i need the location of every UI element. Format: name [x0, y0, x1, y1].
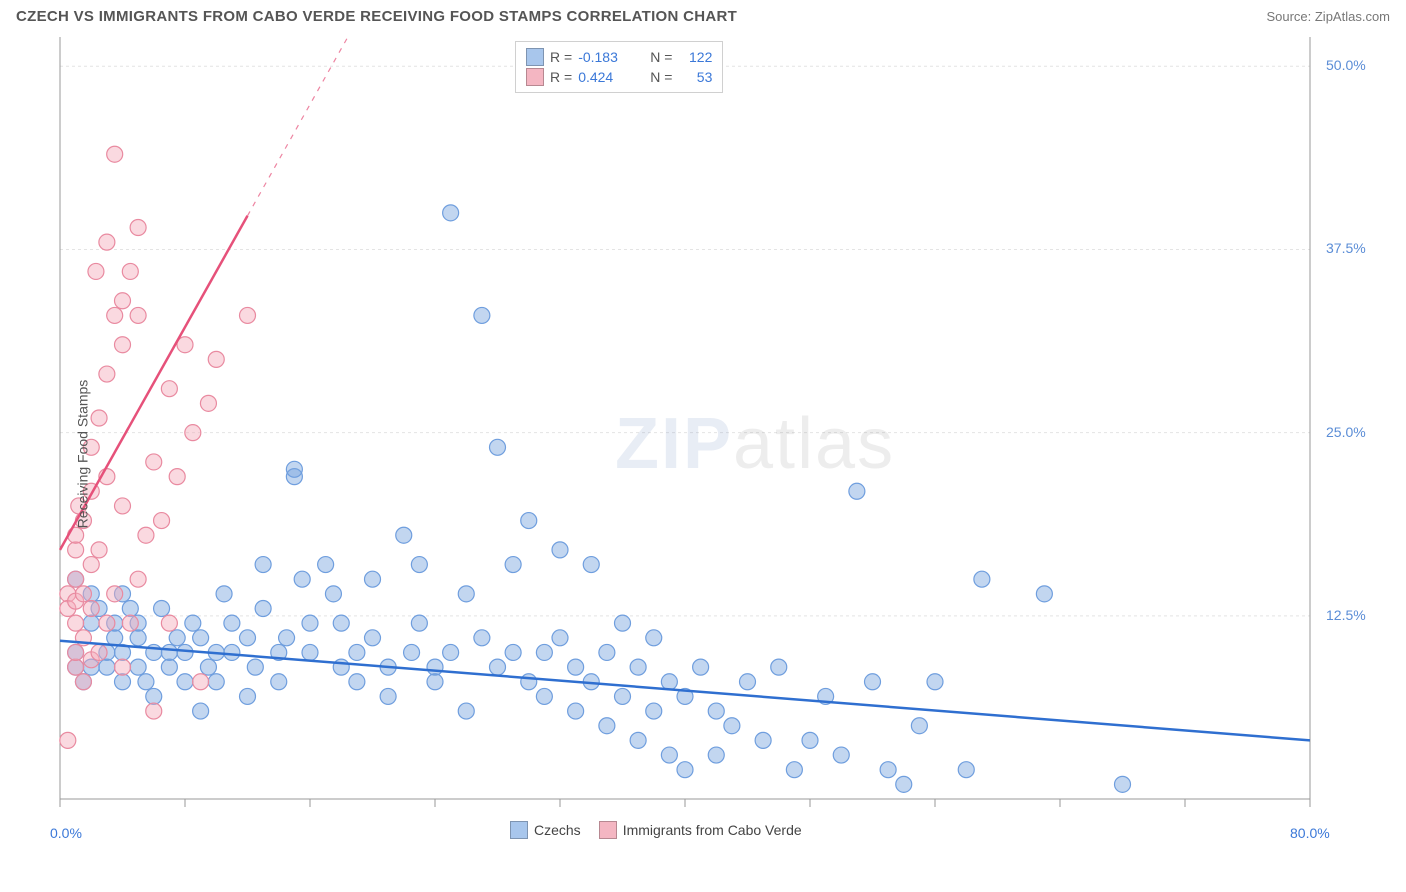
y-tick-label: 12.5%: [1326, 607, 1366, 623]
chart-header: CZECH VS IMMIGRANTS FROM CABO VERDE RECE…: [0, 0, 1406, 29]
stats-legend-box: R = -0.183 N = 122 R = 0.424 N = 53: [515, 41, 723, 93]
stat-n-value: 122: [678, 49, 712, 65]
stat-n-value: 53: [678, 69, 712, 85]
stat-r-value: 0.424: [578, 69, 636, 85]
legend-item: Czechs: [510, 821, 581, 839]
legend-item: Immigrants from Cabo Verde: [599, 821, 802, 839]
stat-r-value: -0.183: [578, 49, 636, 65]
chart-area: Receiving Food Stamps ZIPatlas R =-0.183…: [0, 29, 1406, 879]
legend-label: Czechs: [534, 822, 581, 838]
y-tick-label: 25.0%: [1326, 424, 1366, 440]
stats-row: R = 0.424 N = 53: [526, 68, 712, 86]
scatter-plot: [0, 29, 1406, 879]
chart-title: CZECH VS IMMIGRANTS FROM CABO VERDE RECE…: [16, 8, 737, 25]
y-tick-label: 50.0%: [1326, 57, 1366, 73]
chart-source: Source: ZipAtlas.com: [1266, 9, 1390, 24]
stat-r-label: R =: [550, 69, 572, 85]
x-tick-label: 80.0%: [1290, 825, 1330, 841]
legend-swatch: [510, 821, 528, 839]
y-axis-label: Receiving Food Stamps: [74, 380, 90, 529]
legend-swatch: [526, 68, 544, 86]
x-tick-label: 0.0%: [50, 825, 82, 841]
legend-swatch: [599, 821, 617, 839]
legend-label: Immigrants from Cabo Verde: [623, 822, 802, 838]
legend-bottom: Czechs Immigrants from Cabo Verde: [510, 821, 802, 839]
legend-swatch: [526, 48, 544, 66]
y-tick-label: 37.5%: [1326, 240, 1366, 256]
stats-row: R = -0.183 N = 122: [526, 48, 712, 66]
stat-r-label: R =: [550, 49, 572, 65]
stat-n-label: N =: [650, 69, 672, 85]
stat-n-label: N =: [650, 49, 672, 65]
